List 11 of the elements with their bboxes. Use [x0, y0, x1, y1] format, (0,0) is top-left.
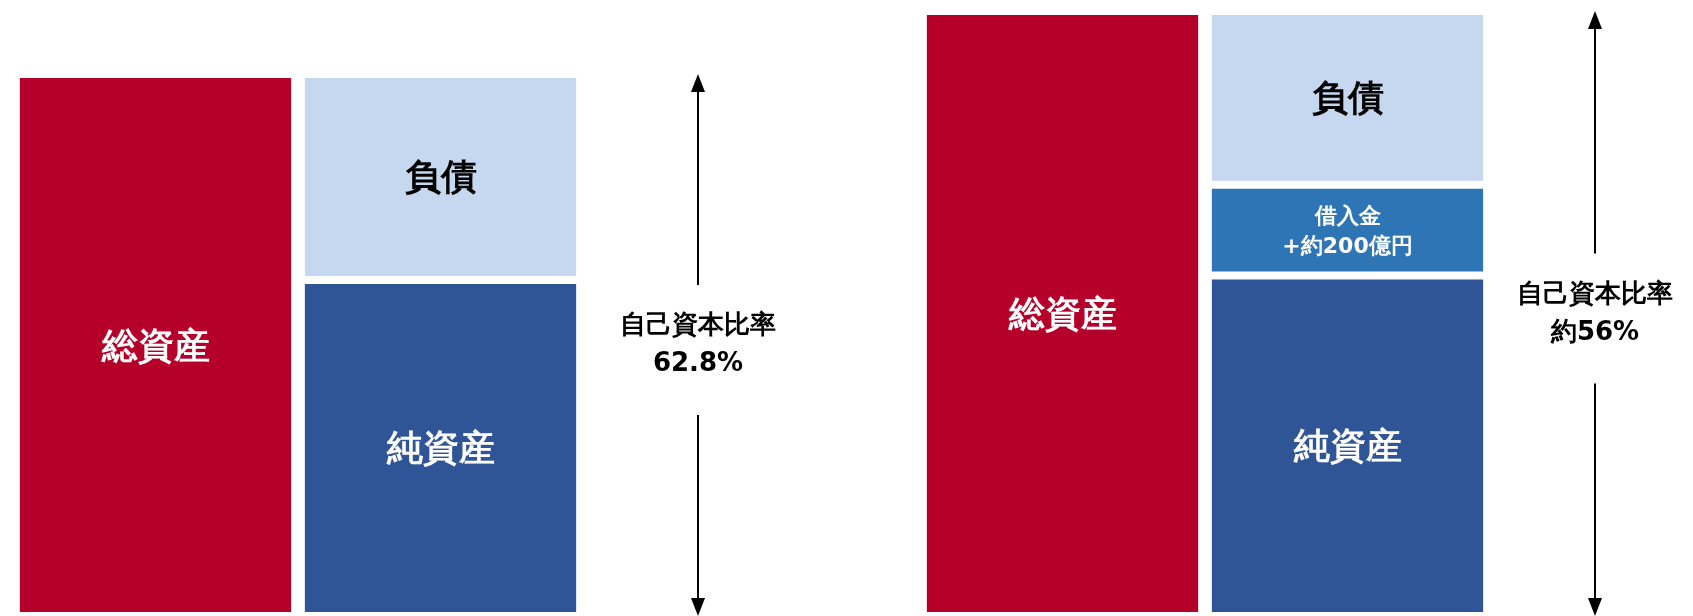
series-label: 総資産	[1007, 293, 1117, 334]
text: 自己資本比率	[1517, 277, 1673, 308]
text: 約56%	[1549, 315, 1640, 346]
series-label: 負債	[1311, 77, 1384, 119]
series-label: 負債	[404, 156, 477, 198]
text: 62.8%	[652, 347, 744, 377]
series-label: 純資産	[1292, 425, 1402, 467]
series-label: 純資産	[385, 427, 495, 469]
series-label: 借入金 +約200億円	[1282, 202, 1413, 258]
series-label: 総資産	[100, 324, 210, 366]
text: 自己資本比率	[620, 309, 776, 339]
